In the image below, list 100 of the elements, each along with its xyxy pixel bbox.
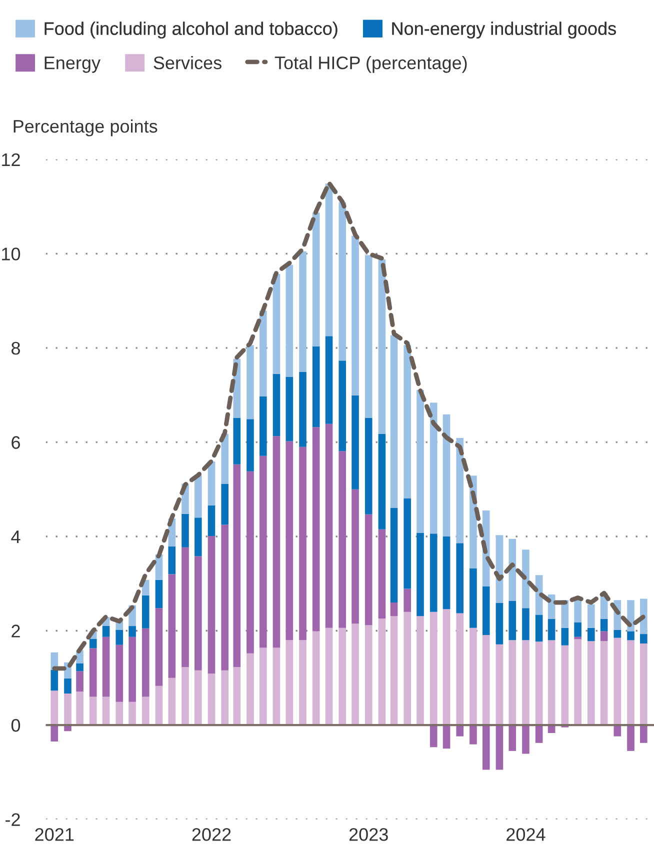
bar	[456, 438, 464, 544]
bar	[325, 424, 333, 628]
bar	[102, 626, 110, 637]
x-tick-label: 2021	[35, 828, 74, 841]
bar	[142, 696, 150, 726]
y-tick-label: 2	[12, 624, 20, 638]
bar	[535, 642, 543, 726]
bar	[416, 532, 424, 616]
bar	[182, 514, 189, 548]
bar	[272, 648, 280, 726]
bar	[442, 609, 450, 726]
bar	[522, 640, 530, 726]
bar	[470, 725, 477, 744]
bar	[378, 434, 386, 530]
legend-label: Services	[154, 56, 222, 70]
bar	[299, 251, 306, 372]
bar	[142, 628, 150, 697]
bar	[128, 702, 136, 726]
bar	[522, 608, 530, 640]
bar	[233, 464, 241, 668]
bar	[338, 360, 346, 452]
bar	[627, 631, 634, 640]
bar	[378, 529, 386, 618]
bar	[404, 345, 412, 498]
bar	[76, 663, 84, 672]
bar	[208, 674, 216, 726]
bar	[352, 489, 359, 624]
legend-label: Total HICP (percentage)	[274, 56, 467, 73]
y-tick-label: 10	[2, 248, 20, 260]
bar	[64, 678, 72, 694]
bar	[390, 335, 398, 508]
bar	[50, 670, 58, 691]
bar	[76, 671, 84, 692]
bar	[325, 183, 333, 336]
bar	[272, 274, 280, 374]
bar	[221, 670, 229, 726]
legend-label: Energy	[44, 56, 101, 73]
bar	[456, 613, 464, 726]
bar	[587, 604, 595, 628]
bar	[404, 588, 412, 612]
bar	[508, 601, 516, 640]
bar	[50, 725, 58, 742]
bar	[312, 212, 320, 347]
bar	[430, 534, 438, 612]
bar	[496, 725, 504, 770]
bar	[627, 640, 634, 726]
bar	[364, 418, 372, 514]
y-tick-label: -2	[6, 813, 20, 826]
line-series	[52, 180, 646, 671]
bar	[168, 678, 176, 726]
bar	[640, 634, 648, 644]
bar	[574, 639, 582, 726]
legend-label: Food (including alcohol and tobacco)	[44, 22, 338, 39]
bar	[102, 696, 110, 726]
bar	[312, 427, 320, 632]
bar	[272, 374, 280, 436]
bar	[600, 631, 608, 642]
bar	[286, 264, 294, 377]
bar	[416, 390, 424, 533]
bar	[535, 614, 543, 642]
bar	[430, 612, 438, 726]
bar	[442, 414, 450, 536]
bar	[587, 628, 595, 642]
bar	[233, 667, 241, 726]
bar	[182, 547, 189, 668]
bar	[182, 667, 189, 726]
bar	[286, 640, 294, 726]
bar	[442, 725, 450, 749]
bar	[470, 628, 477, 726]
x-tick-label: 2022	[192, 828, 231, 841]
y-tick-label: 12	[2, 153, 20, 166]
bar	[614, 630, 622, 638]
bar	[89, 638, 97, 648]
bar	[338, 202, 346, 361]
bar	[338, 451, 346, 628]
y-tick-label: 4	[11, 530, 20, 544]
bar	[89, 696, 97, 726]
bar	[508, 725, 516, 751]
bar	[299, 372, 306, 447]
y-tick-label: 0	[11, 718, 20, 732]
bar	[442, 536, 450, 610]
bar	[208, 462, 216, 506]
bar	[508, 538, 516, 602]
bar	[482, 586, 490, 635]
bar	[102, 636, 110, 697]
x-tick-label: 2023	[349, 828, 388, 841]
bar	[128, 626, 136, 637]
bar	[246, 419, 254, 472]
bar	[221, 484, 229, 525]
bar	[221, 434, 229, 484]
bar	[272, 436, 280, 648]
x-tick-label: 2024	[506, 828, 546, 841]
bar	[194, 556, 202, 670]
bar	[142, 595, 150, 628]
bar	[482, 634, 490, 726]
bar	[64, 693, 72, 726]
bar	[614, 638, 622, 726]
bar	[50, 690, 58, 726]
bar	[221, 524, 229, 670]
bar	[286, 441, 294, 640]
